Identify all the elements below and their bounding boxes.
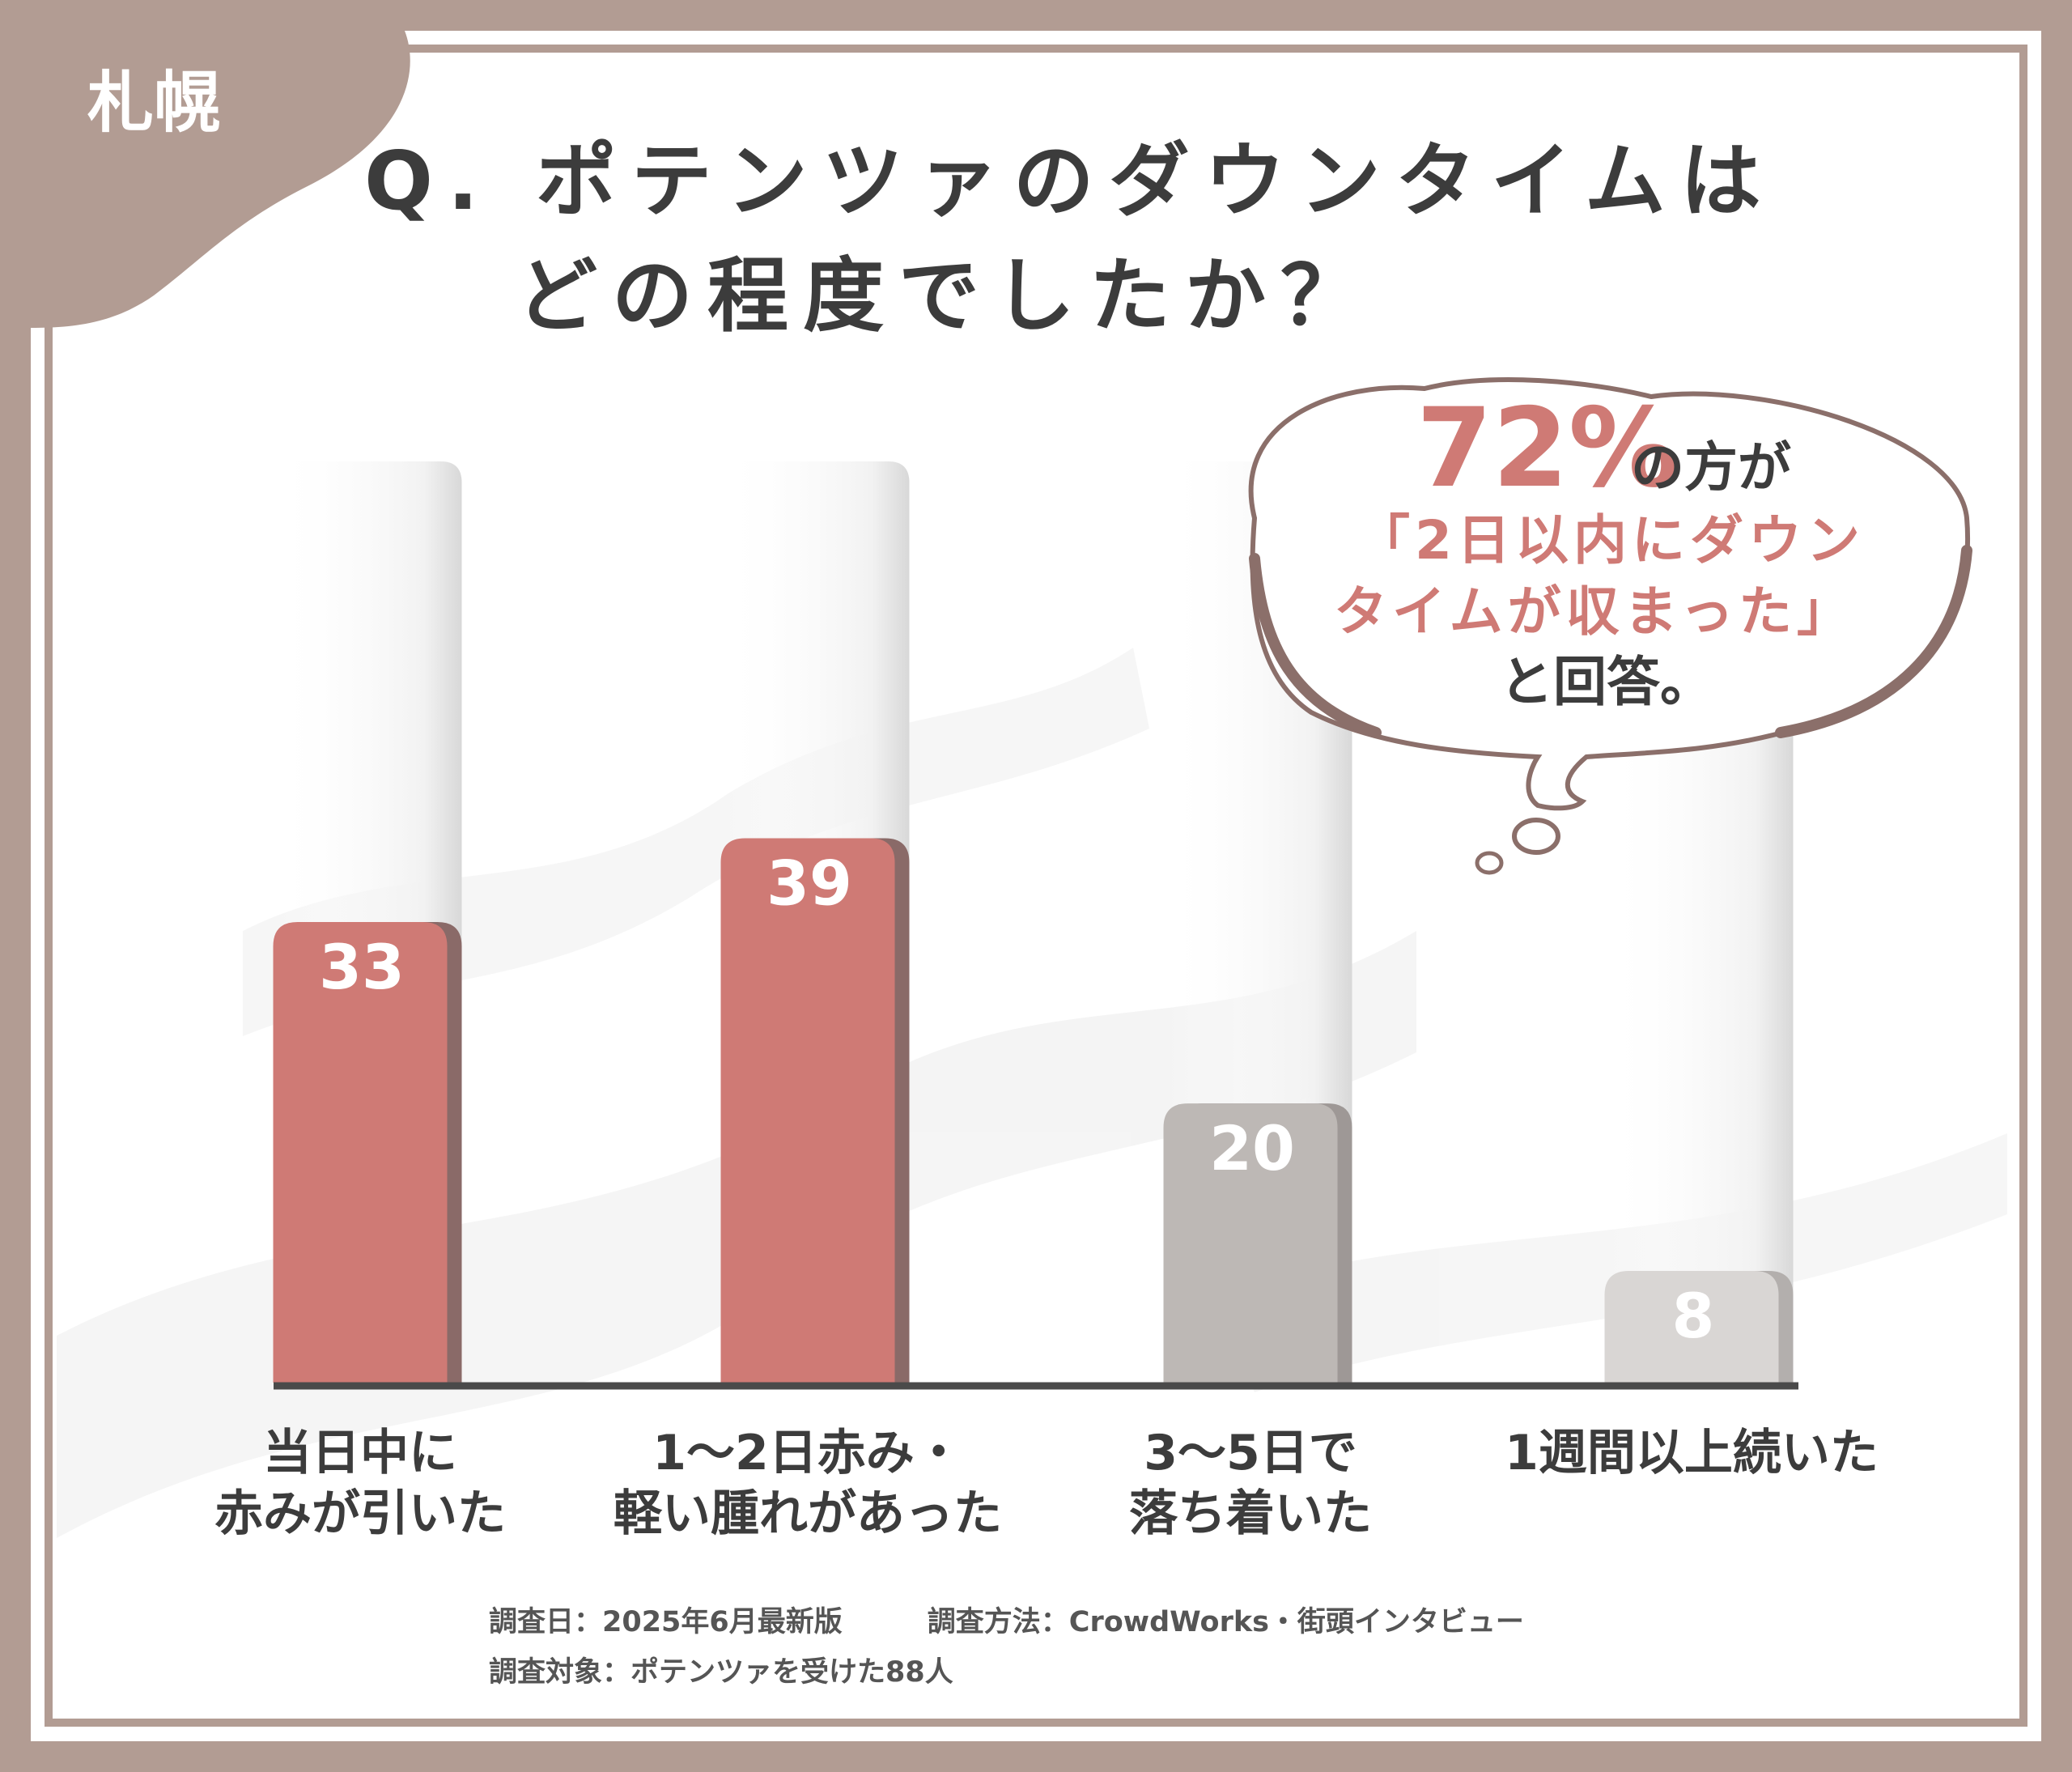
callout-quote-line-1: 「2日以内にダウン [1357,509,1865,572]
city-tab-label: 札幌 [87,65,220,142]
bubble-dot-large [1512,818,1560,855]
speech-bubble-shadow [1249,553,1382,738]
city-tab-background [31,31,410,328]
question-line-1: Q. ポテンツァのダウンタイムは [364,134,1776,228]
bar-value-label: 8 [1672,1280,1715,1352]
speech-bubble-shadow-right [1775,545,1972,738]
footer-survey-date: 調査日：2025年6月最新版 [489,1606,843,1638]
footer-line-2: 調査対象：ポテンツァを受けた88人 [489,1649,953,1690]
category-label: 3〜5日で [1144,1425,1357,1481]
bar-value-label: 33 [319,931,405,1003]
category-label: 1〜2日赤み・ [652,1425,963,1481]
category-label: 赤みが引いた [214,1485,506,1542]
bar-value-label: 20 [1209,1112,1295,1184]
category-label: 軽い腫れがあった [614,1485,1002,1542]
callout-percent: 72% [1416,385,1678,512]
bubble-dot-small [1475,851,1504,875]
callout-closing: と回答。 [1500,651,1713,713]
footer-survey-method: 調査方法：CrowdWorks・街頭インタビュー [927,1606,1524,1638]
bars: 33 39 20 8 [273,838,1794,1383]
category-label: 落ち着いた [1129,1485,1372,1542]
footer-survey-target: 調査対象：ポテンツァを受けた88人 [489,1656,953,1689]
bar [273,922,448,1383]
footer-line-1: 調査日：2025年6月最新版 調査方法：CrowdWorks・街頭インタビュー [489,1599,1524,1640]
bar [1604,1271,1779,1383]
callout-quote-line-2: タイムが収まった」 [1334,580,1855,643]
bar [1163,1103,1338,1383]
bar-value-label: 39 [766,848,852,920]
question-line-2: どの程度でしたか？ [516,249,1376,343]
category-label: 1週間以上続いた [1505,1425,1879,1481]
category-label: 当日中に [263,1425,457,1481]
inner-border [45,45,2027,1727]
bar [720,838,895,1383]
callout-after-percent: の方が [1631,436,1791,499]
